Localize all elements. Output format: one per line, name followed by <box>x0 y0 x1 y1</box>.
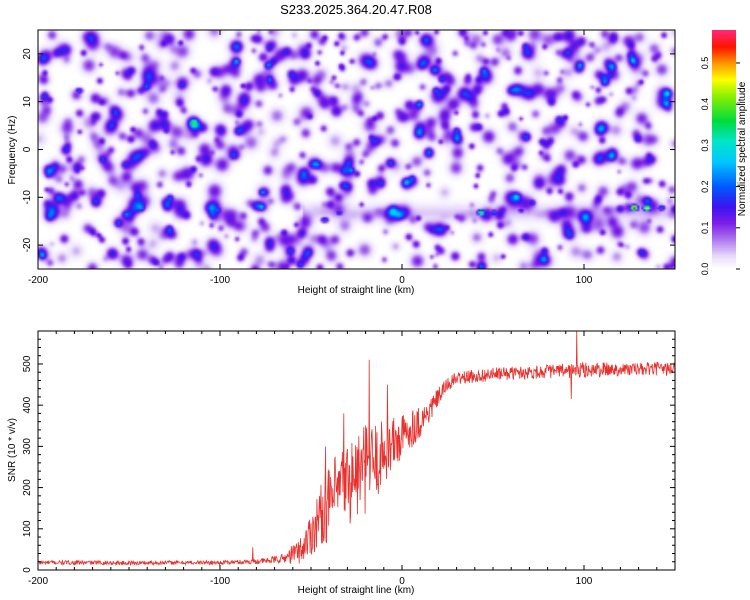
snr-x-axis-label: Height of straight line (km) <box>298 585 415 596</box>
snr-x-tick-label: 100 <box>576 576 593 587</box>
spectrogram-x-tick-label: 0 <box>399 275 405 286</box>
colorbar-ticks: 0.0 0.1 0.2 0.3 0.4 0.5 <box>700 57 740 276</box>
spectrogram-y-axis-label: Frequency (Hz) <box>7 116 18 185</box>
colorbar-tick-label: 0.3 <box>700 139 710 152</box>
spectrogram-y-tick-label: 10 <box>22 96 33 108</box>
snr-frame <box>37 330 676 571</box>
snr-y-tick-label: 300 <box>22 438 33 455</box>
colorbar-tick-label: 0.0 <box>700 263 710 276</box>
snr-x-tick-label: -200 <box>28 576 48 587</box>
spectrogram-x-tick-label: -200 <box>28 275 48 286</box>
colorbar-label: Normalized spectral amplitude <box>737 81 748 216</box>
spectrogram-x-axis-label: Height of straight line (km) <box>298 285 415 296</box>
spectrogram-y-tick-label: -20 <box>22 237 33 252</box>
snr-series-line <box>37 330 676 567</box>
snr-panel: -200 -100 0 100 0 100 200 300 400 500 Height of s… <box>7 330 676 596</box>
snr-plot-area <box>38 331 675 570</box>
colorbar-tick-label: 0.1 <box>700 222 710 235</box>
colorbar-tick-label: 0.5 <box>700 57 710 70</box>
snr-y-tick-label: 100 <box>22 520 33 537</box>
figure-title: S233.2025.364.20.47.R08 <box>280 2 432 17</box>
spectrogram-y-tick-label: -10 <box>22 190 33 205</box>
colorbar: 0.0 0.1 0.2 0.3 0.4 0.5 Normalized spectral a… <box>700 30 748 275</box>
spectrogram-heatmap <box>38 30 675 269</box>
snr-y-tick-label: 200 <box>22 479 33 496</box>
snr-y-tick-label: 0 <box>22 567 33 573</box>
spectrogram-x-tick-label: 100 <box>576 275 593 286</box>
snr-y-axis-label: SNR (10 * v/v) <box>7 418 18 482</box>
snr-x-tick-label: 0 <box>399 576 405 587</box>
snr-y-tick-label: 500 <box>22 355 33 372</box>
colorbar-tick-label: 0.2 <box>700 180 710 193</box>
colorbar-gradient <box>712 30 736 269</box>
spectrogram-x-tick-label: -100 <box>210 275 230 286</box>
snr-x-tick-label: -100 <box>210 576 230 587</box>
snr-y-tick-label: 400 <box>22 396 33 413</box>
spectrogram-y-tick-label: 0 <box>22 146 33 152</box>
spectrogram-y-tick-label: 20 <box>22 48 33 60</box>
snr-axes: -200 -100 0 100 0 100 200 300 400 500 <box>22 331 676 587</box>
colorbar-tick-label: 0.4 <box>700 98 710 111</box>
